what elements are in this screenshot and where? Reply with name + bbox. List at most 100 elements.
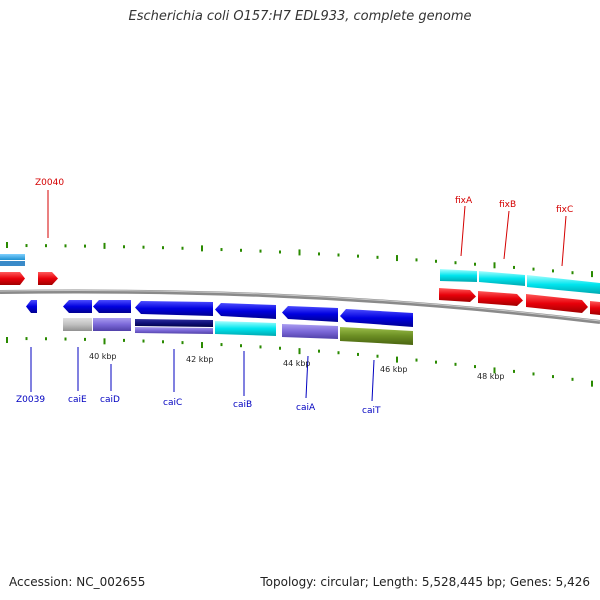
scale-tick	[45, 337, 47, 341]
gene-label-fixB: fixB	[499, 200, 516, 210]
scale-tick	[220, 248, 223, 252]
scale-tick	[279, 346, 281, 350]
scale-tick	[591, 271, 593, 278]
scale-tick	[474, 365, 476, 369]
scale-tick	[415, 358, 418, 362]
reverse-strand-features	[26, 300, 413, 345]
scale-tick	[357, 352, 359, 356]
reverse-gene-labels: Z0039 caiE caiD caiC caiB caiA caiT	[16, 347, 381, 416]
gene-arrow-caiD	[93, 300, 131, 313]
scale-tick	[64, 337, 67, 341]
scale-tick	[513, 369, 515, 373]
scale-label-46kbp: 46 kbp	[380, 365, 408, 374]
scale-tick	[396, 255, 398, 262]
scale-label-44kbp: 44 kbp	[283, 359, 311, 368]
gene-arrow-z0040	[38, 272, 58, 285]
gene-label-fixA: fixA	[455, 196, 473, 206]
scale-tick	[181, 246, 184, 250]
scale-tick	[532, 267, 535, 271]
scale-tick	[103, 242, 106, 249]
scale-tick	[415, 258, 418, 262]
scale-tick	[454, 362, 457, 366]
gene-arrow-fixA	[439, 288, 476, 302]
cds-fixA	[440, 269, 477, 282]
scale-tick	[259, 249, 262, 253]
gene-label-caiC: caiC	[163, 398, 182, 408]
scale-tick	[571, 271, 574, 275]
scale-tick	[376, 255, 379, 259]
gene-label-caiA: caiA	[296, 403, 316, 413]
accession-text: Accession: NC_002655	[9, 575, 146, 589]
gene-arrow-caiC	[135, 301, 213, 316]
scale-tick	[532, 372, 535, 376]
scale-tick	[376, 354, 379, 358]
scale-tick	[142, 245, 145, 249]
gene-arrow-caiB	[215, 303, 276, 319]
scale-tick	[6, 337, 8, 344]
cds-caiA	[282, 324, 338, 339]
scale-tick	[103, 338, 106, 345]
gene-label-fixC: fixC	[556, 205, 573, 215]
scale-tick	[240, 344, 242, 348]
scale-tick	[201, 245, 203, 252]
gene-arrow-fixC	[526, 294, 588, 313]
scale-tick	[123, 338, 125, 342]
scale-tick	[493, 367, 496, 374]
gene-label-caiT: caiT	[362, 406, 381, 416]
cds-fixB	[479, 271, 525, 286]
cds-caiC-bottom	[135, 327, 213, 334]
scale-tick	[474, 262, 476, 266]
scale-tick	[337, 351, 340, 355]
scale-tick	[552, 375, 554, 379]
scale-tick	[25, 337, 28, 341]
gene-arrow-caiE	[63, 300, 92, 313]
forward-gene-labels: Z0040 fixA fixB fixC	[35, 178, 573, 267]
scale-tick	[84, 337, 86, 341]
scale-tick	[571, 377, 574, 381]
scale-tick	[318, 349, 320, 353]
scale-tick	[240, 248, 242, 252]
scale-tick	[279, 250, 281, 254]
scale-tick	[298, 348, 301, 355]
cds-caiE	[63, 318, 92, 331]
scale-tick	[162, 246, 164, 250]
cds-fixC	[527, 275, 600, 294]
scale-tick	[64, 244, 67, 248]
gene-label-caiB: caiB	[233, 400, 252, 410]
gene-arrow-fixB	[478, 291, 523, 306]
genome-summary-text: Topology: circular; Length: 5,528,445 bp…	[260, 575, 590, 589]
scale-tick	[552, 269, 554, 273]
cds-caiC-top	[135, 319, 213, 327]
gene-arrow-left-red	[0, 272, 25, 285]
scale-tick	[337, 253, 340, 257]
scale-tick	[220, 343, 223, 347]
cds-caiB	[215, 321, 276, 336]
scale-tick	[181, 341, 184, 345]
forward-strand-features	[0, 254, 600, 315]
scale-tick	[201, 342, 203, 349]
cds-caiT	[340, 327, 413, 345]
gene-label-z0040: Z0040	[35, 178, 64, 188]
sky-feature-left	[0, 254, 25, 260]
scale-tick	[435, 360, 437, 364]
scale-tick	[123, 245, 125, 249]
scale-tick	[45, 244, 47, 248]
scale-labels: 40 kbp 42 kbp 44 kbp 46 kbp 48 kbp	[89, 352, 505, 381]
scale-label-48kbp: 48 kbp	[477, 372, 505, 381]
gene-label-z0039: Z0039	[16, 395, 45, 405]
scale-tick	[84, 244, 86, 248]
scale-tick	[513, 265, 515, 269]
gene-arrow-caiT	[340, 309, 413, 327]
scale-tick	[162, 340, 164, 344]
scale-ticks	[6, 242, 593, 387]
scale-tick	[454, 261, 457, 265]
gene-arrow-z0039	[26, 300, 37, 313]
sky-feature-left-2	[0, 261, 25, 266]
scale-label-40kbp: 40 kbp	[89, 352, 117, 361]
scale-tick	[493, 262, 496, 269]
scale-tick	[396, 356, 398, 363]
gene-label-caiD: caiD	[100, 395, 120, 405]
scale-tick	[357, 254, 359, 258]
scale-tick	[318, 252, 320, 256]
